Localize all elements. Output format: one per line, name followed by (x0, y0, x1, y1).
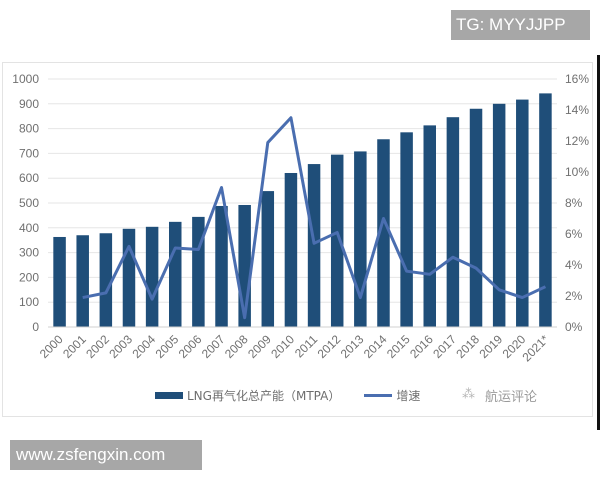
bar (446, 117, 460, 327)
y-tick-label: 200 (19, 270, 39, 284)
bar (169, 221, 182, 327)
x-tick-label: 2005 (153, 332, 182, 361)
bar (76, 235, 89, 327)
bar (53, 236, 66, 327)
y-tick-label: 1000 (12, 72, 39, 86)
y-tick-label: 400 (19, 221, 39, 235)
y-tick-label: 500 (19, 196, 39, 210)
bar (192, 216, 205, 327)
website-badge: www.zsfengxin.com (10, 440, 202, 470)
x-tick-label: 2000 (37, 332, 66, 361)
y-tick-label: 100 (19, 295, 39, 309)
x-tick-label: 2014 (361, 332, 390, 361)
x-tick-label: 2012 (315, 332, 344, 361)
x-tick-label: 2017 (430, 332, 459, 361)
legend-label-growth: 增速 (396, 388, 421, 403)
bar (122, 228, 136, 327)
y-tick-label: 0 (32, 320, 39, 334)
bar (423, 125, 436, 327)
x-tick-label: 2006 (176, 332, 205, 361)
line-swatch-icon (364, 393, 393, 397)
x-tick-label: 2010 (268, 332, 297, 361)
y2-tick-label: 4% (565, 258, 583, 272)
y-tick-label: 300 (19, 246, 39, 260)
bar (284, 172, 298, 327)
x-tick-label: 2003 (106, 332, 135, 361)
edge-divider (597, 55, 600, 430)
bar (261, 191, 275, 327)
growth-line (82, 116, 547, 320)
bar (539, 93, 552, 327)
x-axis-ticks: 2000200120022003200420052006200720082009… (37, 332, 552, 364)
y-tick-label: 600 (19, 171, 39, 185)
bar (330, 154, 344, 327)
wechat-icon: ⁂ (462, 386, 475, 401)
bar (492, 103, 506, 327)
x-tick-label: 2004 (129, 332, 158, 361)
x-tick-label: 2011 (292, 332, 320, 360)
y2-tick-label: 2% (565, 289, 583, 303)
x-tick-label: 2007 (199, 332, 228, 361)
x-tick-label: 2019 (476, 332, 505, 361)
right-axis-ticks: 0% 2% 4% 6% 8% 10% 12% 14% 16% (565, 72, 589, 334)
y2-tick-label: 10% (565, 165, 589, 179)
y2-tick-label: 8% (565, 196, 583, 210)
bar (354, 151, 367, 327)
bar (307, 164, 321, 327)
chart-legend: LNG再气化总产能（MTPA） 增速 (155, 386, 444, 404)
y2-tick-label: 16% (565, 72, 589, 86)
x-tick-label: 2021* (519, 332, 551, 364)
bar-swatch-icon (155, 391, 183, 399)
x-tick-label: 2018 (453, 332, 482, 361)
x-tick-label: 2008 (222, 332, 251, 361)
bar (377, 139, 390, 327)
bar (215, 205, 228, 327)
x-tick-label: 2009 (245, 332, 274, 361)
y-tick-label: 900 (19, 97, 39, 111)
watermark-text: 航运评论 (485, 390, 538, 405)
x-tick-label: 2015 (384, 332, 413, 361)
bar (469, 108, 483, 327)
left-axis-ticks: 0 100 200 300 400 500 600 700 800 900 1000 (12, 72, 39, 334)
y2-tick-label: 0% (565, 320, 583, 334)
legend-item-capacity: LNG再气化总产能（MTPA） (155, 387, 340, 404)
y-tick-label: 700 (19, 146, 39, 160)
y2-tick-label: 6% (565, 227, 583, 241)
legend-label-capacity: LNG再气化总产能（MTPA） (187, 388, 341, 403)
bar (516, 99, 529, 327)
y-tick-label: 800 (19, 122, 39, 136)
bar (99, 233, 113, 327)
x-tick-label: 2016 (407, 332, 436, 361)
y2-tick-label: 12% (565, 134, 589, 148)
bar (145, 226, 159, 327)
x-tick-label: 2002 (83, 332, 112, 361)
capacity-bars (53, 93, 552, 327)
legend-item-growth: 增速 (364, 387, 420, 404)
telegram-badge: TG: MYYJJPP (451, 10, 590, 40)
y2-tick-label: 14% (565, 103, 589, 117)
combo-chart: 0 100 200 300 400 500 600 700 800 900 1000 0% 2% 4% 6… (12, 72, 589, 364)
x-tick-label: 2001 (60, 332, 89, 361)
bar (400, 132, 413, 327)
x-tick-label: 2013 (338, 332, 367, 361)
